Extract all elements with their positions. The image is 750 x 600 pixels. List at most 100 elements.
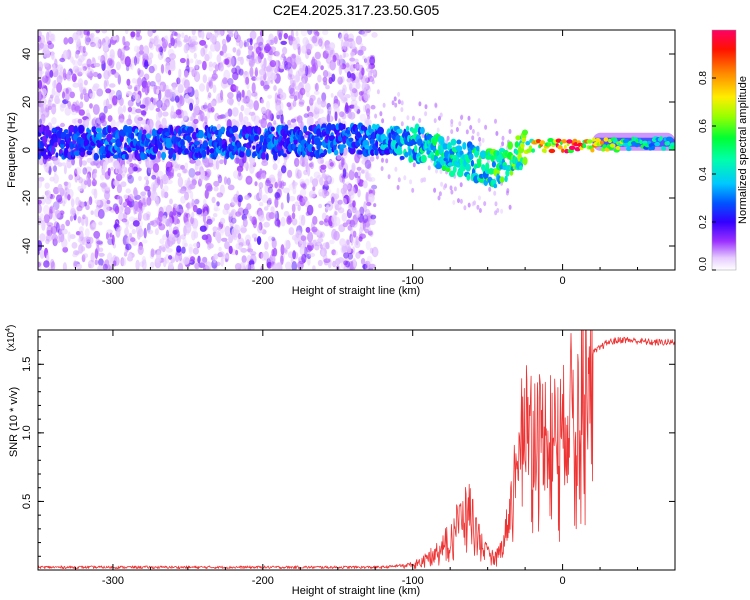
noise-speckle <box>189 191 194 200</box>
noise-speckle <box>52 80 57 89</box>
noise-speckle <box>155 44 162 53</box>
ridge-blob <box>634 142 640 148</box>
noise-speckle <box>39 233 46 242</box>
noise-speckle <box>358 236 363 242</box>
noise-speckle <box>59 102 65 112</box>
x-tick-label: -100 <box>402 575 424 587</box>
noise-speckle <box>86 58 92 68</box>
noise-speckle <box>210 100 216 107</box>
noise-speckle <box>183 38 189 43</box>
noise-speckle <box>260 251 266 261</box>
ridge-blob <box>364 145 370 150</box>
noise-speckle <box>202 256 208 263</box>
noise-speckle <box>440 181 444 187</box>
noise-speckle <box>133 200 139 211</box>
ridge-blob <box>180 139 185 147</box>
noise-speckle <box>102 42 109 52</box>
noise-speckle <box>193 104 200 115</box>
noise-speckle <box>63 181 69 187</box>
noise-speckle <box>292 250 296 260</box>
noise-speckle <box>282 187 290 194</box>
noise-speckle <box>351 40 356 50</box>
noise-speckle <box>163 58 170 63</box>
noise-speckle <box>238 39 244 49</box>
noise-speckle <box>361 81 368 92</box>
noise-speckle <box>52 165 58 173</box>
noise-speckle <box>42 44 50 55</box>
noise-speckle <box>193 52 197 59</box>
noise-speckle <box>212 84 217 94</box>
noise-speckle <box>269 253 276 265</box>
noise-speckle <box>106 199 111 205</box>
noise-speckle <box>321 99 326 104</box>
noise-speckle <box>92 71 99 78</box>
noise-speckle <box>137 69 144 78</box>
noise-speckle <box>365 240 371 251</box>
noise-speckle <box>379 111 383 117</box>
noise-speckle <box>246 103 252 108</box>
noise-speckle <box>289 94 295 99</box>
noise-speckle <box>191 198 195 207</box>
colorbar: 0.0 0.2 0.4 0.6 0.8 Normalized spectral ampl… <box>698 29 749 271</box>
noise-speckle <box>345 62 350 68</box>
noise-speckle <box>205 182 213 191</box>
noise-speckle <box>478 141 482 147</box>
noise-speckle <box>38 79 43 90</box>
noise-speckle <box>437 195 441 201</box>
ridge-blob <box>526 148 532 153</box>
colorbar-gradient <box>712 30 736 270</box>
noise-speckle <box>161 246 166 253</box>
noise-speckle <box>352 230 357 238</box>
noise-speckle <box>297 260 304 270</box>
noise-speckle <box>231 196 238 206</box>
noise-speckle <box>159 238 165 245</box>
noise-speckle <box>204 189 209 200</box>
noise-speckle <box>124 41 130 47</box>
noise-speckle <box>76 205 83 212</box>
ridge-blob <box>245 148 252 158</box>
ridge-blob <box>670 142 675 147</box>
noise-speckle <box>228 245 233 255</box>
ridge-blob <box>522 129 528 136</box>
noise-speckle <box>129 223 135 230</box>
noise-speckle <box>187 213 192 220</box>
noise-speckle <box>347 253 354 260</box>
noise-speckle <box>133 166 138 172</box>
noise-speckle <box>213 207 221 212</box>
noise-speckle <box>367 115 371 120</box>
noise-speckle <box>85 118 90 128</box>
noise-speckle <box>117 48 123 59</box>
noise-speckle <box>219 184 225 196</box>
ridge-blob <box>547 138 554 143</box>
noise-speckle <box>150 181 158 193</box>
noise-speckle <box>223 176 228 185</box>
noise-speckle <box>433 118 437 124</box>
noise-speckle <box>53 186 60 195</box>
noise-speckle <box>351 88 358 94</box>
noise-speckle <box>110 166 114 171</box>
noise-speckle <box>88 263 92 269</box>
noise-speckle <box>131 78 137 84</box>
noise-speckle <box>83 79 88 86</box>
ridge-blob <box>146 133 152 139</box>
noise-speckle <box>217 30 224 37</box>
ridge-blob <box>525 141 531 146</box>
noise-speckle <box>151 219 158 227</box>
noise-speckle <box>403 175 407 181</box>
noise-speckle <box>112 95 118 106</box>
ridge-blob <box>257 126 262 135</box>
noise-speckle <box>93 230 101 239</box>
noise-speckle <box>51 117 57 125</box>
noise-speckle <box>277 89 284 94</box>
noise-speckle <box>170 105 175 116</box>
ridge-blob <box>195 127 199 134</box>
noise-speckle <box>95 117 102 126</box>
noise-speckle <box>57 187 64 193</box>
noise-speckle <box>157 52 164 60</box>
noise-speckle <box>198 162 203 172</box>
ridge-blob <box>273 152 278 161</box>
noise-speckle <box>97 73 102 80</box>
noise-speckle <box>300 235 307 242</box>
noise-speckle <box>348 194 352 204</box>
noise-speckle <box>212 62 218 68</box>
